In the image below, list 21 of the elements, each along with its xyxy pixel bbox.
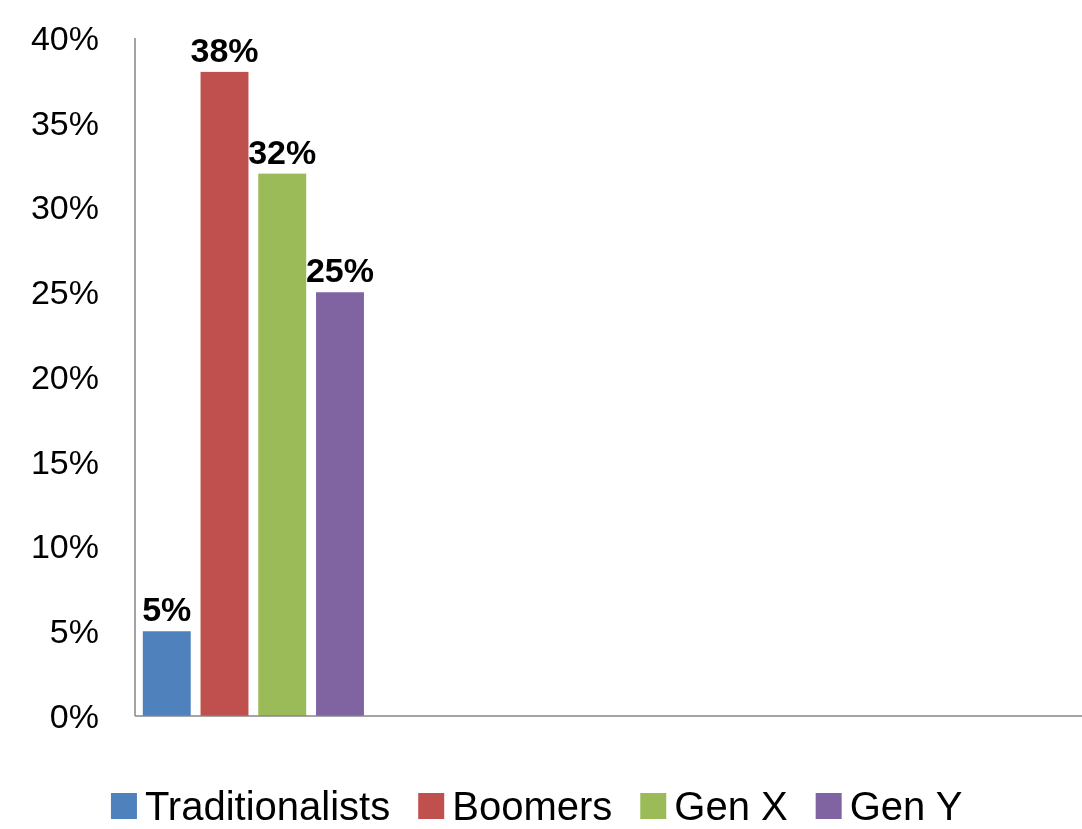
legend-label: Gen Y (849, 784, 963, 828)
y-tick-label: 35% (30, 103, 99, 142)
bar (142, 631, 191, 716)
legend-label: Traditionalists (144, 784, 391, 828)
data-label: 25% (305, 251, 375, 290)
y-tick-label: 25% (30, 273, 99, 312)
y-tick-label: 40% (30, 18, 99, 57)
y-tick-label: 0% (49, 696, 99, 735)
data-label: 32% (248, 132, 317, 171)
data-label: 38% (190, 30, 259, 69)
y-tick-label: 15% (30, 442, 99, 481)
data-label: 5% (142, 590, 192, 629)
y-tick-label: 30% (30, 188, 99, 227)
bar (200, 71, 249, 716)
bar (258, 173, 307, 716)
y-tick-label: 10% (30, 527, 99, 566)
bar (316, 292, 364, 716)
legend-label: Boomers (452, 784, 613, 828)
legend-label: Gen X (674, 784, 788, 828)
y-tick-label: 20% (30, 357, 99, 396)
y-tick-label: 5% (49, 612, 99, 651)
